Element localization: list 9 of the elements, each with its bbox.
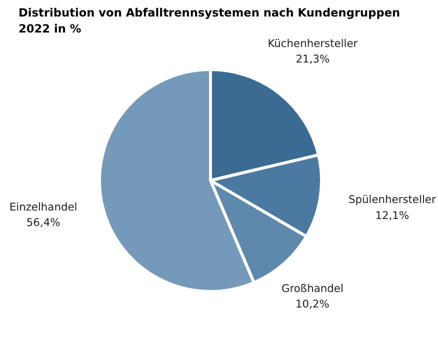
slice-label: Spülenhersteller: [348, 193, 436, 206]
data-label: 10,2%: [296, 297, 330, 310]
data-label: 56,4%: [26, 216, 60, 229]
data-label: 12,1%: [375, 208, 410, 222]
slice-label: Küchenhersteller: [268, 36, 358, 50]
data-label: 21,3%: [296, 52, 330, 66]
slice-label: Einzelhandel: [9, 200, 78, 214]
slice-label: Großhandel: [281, 282, 344, 295]
chart-title: Distribution von Abfalltrennsystemen nach Kundengruppen 2022 in %: [18, 6, 400, 36]
